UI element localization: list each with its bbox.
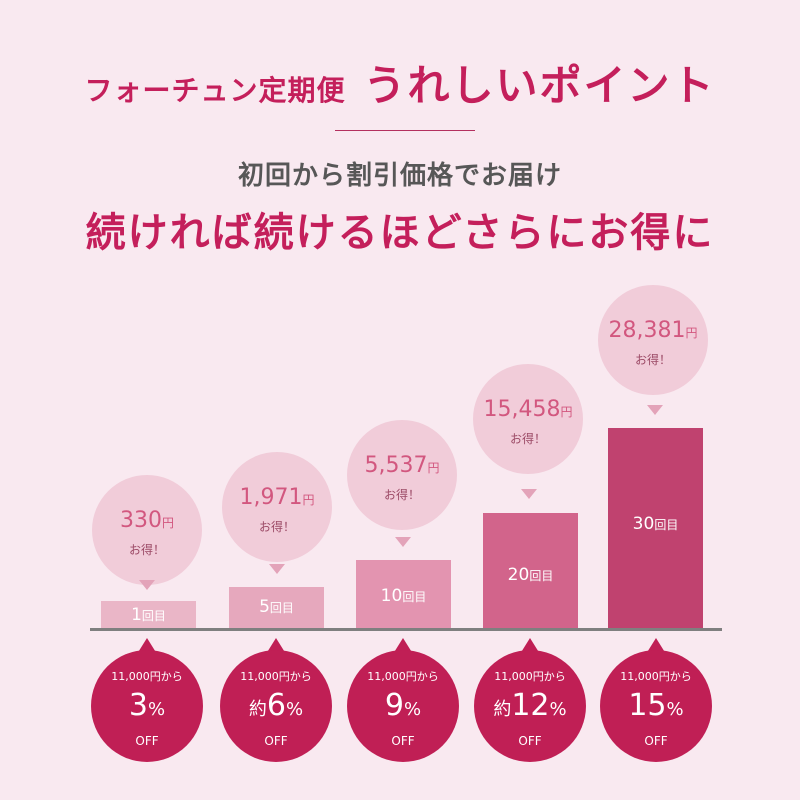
- yen-unit: 円: [560, 405, 573, 419]
- yen-unit: 円: [302, 493, 315, 507]
- title-benefit: うれしいポイント: [363, 61, 716, 110]
- page-title: フォーチュン定期便 うれしいポイント: [0, 52, 800, 113]
- discount-rate: 9%: [347, 688, 459, 723]
- savings-label: お得！: [383, 488, 420, 502]
- savings-label: お得！: [509, 432, 546, 446]
- discount-percent: 15: [628, 688, 667, 723]
- delivery-count: 1回目: [101, 605, 196, 625]
- delivery-count: 30回目: [608, 514, 703, 534]
- off-label: OFF: [391, 734, 415, 748]
- discount-rate: 約6%: [220, 688, 332, 723]
- count-number: 10: [380, 586, 403, 606]
- count-suffix: 回目: [654, 518, 679, 532]
- title-divider: [335, 130, 475, 131]
- discount-base-price: 11,000円から: [620, 670, 692, 683]
- savings-bubble: 1,971円 お得！: [222, 452, 332, 562]
- bubble-pointer: [647, 405, 663, 415]
- delivery-bar: 10回目: [356, 560, 451, 628]
- percent-sign: %: [403, 699, 422, 720]
- savings-amount: 5,537円: [347, 453, 457, 478]
- discount-base-price: 11,000円から: [367, 670, 439, 683]
- savings-amount: 330円: [92, 508, 202, 533]
- percent-sign: %: [147, 699, 166, 720]
- savings-bubble: 5,537円 お得！: [347, 420, 457, 530]
- count-suffix: 回目: [141, 609, 166, 623]
- savings-amount: 15,458円: [473, 397, 583, 422]
- discount-percent: 3: [128, 688, 148, 723]
- headline: 続ければ続けるほどさらにお得に: [85, 210, 715, 256]
- discount-rate: 約12%: [474, 688, 586, 723]
- off-label: OFF: [644, 734, 668, 748]
- off-label: OFF: [264, 734, 288, 748]
- delivery-count: 5回目: [229, 597, 324, 617]
- count-number: 30: [632, 514, 655, 534]
- savings-value: 330: [119, 508, 162, 533]
- count-number: 5: [259, 597, 270, 617]
- discount-base-price: 11,000円から: [240, 670, 312, 683]
- discount-percent: 9: [384, 688, 404, 723]
- discount-percent: 6: [266, 688, 286, 723]
- savings-value: 28,381: [608, 318, 686, 343]
- discount-rate: 3%: [91, 688, 203, 723]
- savings-bubble: 15,458円 お得！: [473, 364, 583, 474]
- savings-label: お得！: [128, 543, 165, 557]
- discount-badge: 11,000円から 約6% OFF: [220, 650, 332, 762]
- count-number: 20: [507, 565, 530, 585]
- subtitle: 初回から割引価格でお届け: [237, 161, 562, 191]
- yen-unit: 円: [427, 461, 440, 475]
- off-label: OFF: [135, 734, 159, 748]
- savings-bubble: 28,381円 お得！: [598, 285, 708, 395]
- chart-baseline: [90, 628, 722, 631]
- discount-base-price: 11,000円から: [494, 670, 566, 683]
- count-suffix: 回目: [529, 569, 554, 583]
- delivery-count: 10回目: [356, 586, 451, 606]
- off-label: OFF: [518, 734, 542, 748]
- discount-badge: 11,000円から 約12% OFF: [474, 650, 586, 762]
- percent-sign: %: [285, 699, 304, 720]
- savings-label: お得！: [258, 520, 295, 534]
- yen-unit: 円: [161, 516, 174, 530]
- approx-prefix: 約: [493, 699, 512, 720]
- delivery-bar: 20回目: [483, 513, 578, 628]
- yen-unit: 円: [685, 326, 698, 340]
- delivery-bar: 30回目: [608, 428, 703, 628]
- discount-badge: 11,000円から 15% OFF: [600, 650, 712, 762]
- percent-sign: %: [549, 699, 567, 720]
- discount-badge: 11,000円から 9% OFF: [347, 650, 459, 762]
- discount-percent: 12: [511, 688, 550, 723]
- count-suffix: 回目: [402, 590, 427, 604]
- delivery-bar: 5回目: [229, 587, 324, 628]
- savings-value: 1,971: [239, 485, 303, 510]
- approx-prefix: 約: [248, 699, 267, 720]
- count-suffix: 回目: [269, 601, 294, 615]
- count-number: 1: [131, 605, 142, 625]
- percent-sign: %: [666, 699, 684, 720]
- savings-bubble: 330円 お得！: [92, 475, 202, 585]
- bubble-pointer: [269, 564, 285, 574]
- bubble-pointer: [521, 489, 537, 499]
- discount-rate: 15%: [600, 688, 712, 723]
- discount-badge: 11,000円から 3% OFF: [91, 650, 203, 762]
- savings-amount: 28,381円: [598, 318, 708, 343]
- bubble-pointer: [395, 537, 411, 547]
- discount-base-price: 11,000円から: [111, 670, 183, 683]
- savings-amount: 1,971円: [222, 485, 332, 510]
- savings-value: 15,458: [483, 397, 561, 422]
- savings-label: お得！: [634, 353, 671, 367]
- delivery-count: 20回目: [483, 565, 578, 585]
- savings-value: 5,537: [364, 453, 428, 478]
- title-program-name: フォーチュン定期便: [84, 74, 346, 107]
- delivery-bar: 1回目: [101, 601, 196, 628]
- bubble-pointer: [139, 580, 155, 590]
